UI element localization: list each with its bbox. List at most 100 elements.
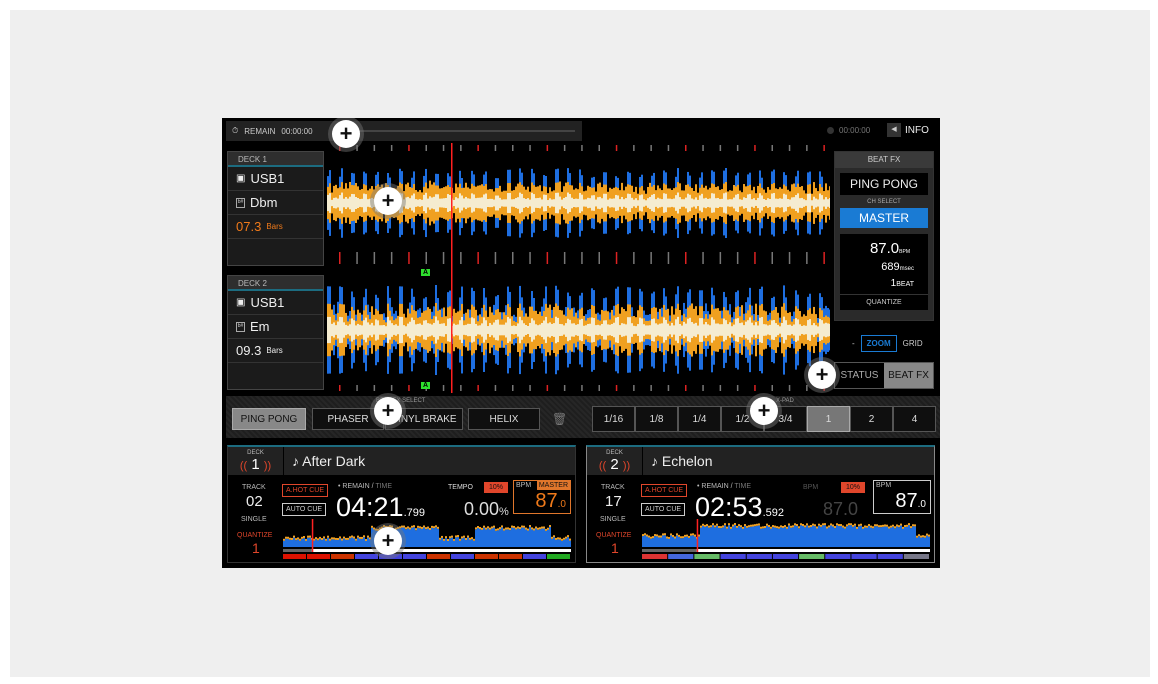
waveform-core xyxy=(503,325,505,336)
overview-waveform[interactable] xyxy=(642,519,932,559)
overview-bar xyxy=(321,540,323,547)
overview-bar xyxy=(658,538,660,547)
waveform-core xyxy=(829,198,830,208)
overview-peak xyxy=(904,525,906,527)
waveform-core xyxy=(593,195,595,211)
overview-peak xyxy=(333,537,335,539)
tempo-range-badge[interactable]: 10% xyxy=(841,482,865,493)
fx-bpm-unit: BPM xyxy=(899,249,910,255)
waveform-core xyxy=(489,323,491,337)
waveform-core xyxy=(411,195,413,210)
trash-icon[interactable]: 🗑 xyxy=(552,412,567,426)
auto-cue-button[interactable]: AUTO CUE xyxy=(641,503,685,516)
overview-peak xyxy=(872,526,874,528)
xpad-button[interactable]: 1 xyxy=(807,406,850,432)
overview-bar xyxy=(650,539,652,547)
overview-bar xyxy=(425,529,427,547)
fx-helix-button[interactable]: HELIX xyxy=(468,408,540,430)
xpad-button[interactable]: 1/16 xyxy=(592,406,635,432)
overview-bar xyxy=(860,526,862,547)
master-badge[interactable]: MASTER xyxy=(537,481,570,490)
xpad-button[interactable]: 4 xyxy=(893,406,936,432)
overview-peak xyxy=(419,526,421,528)
overview-bar xyxy=(890,528,892,547)
overview-bar xyxy=(521,528,523,547)
seek-track[interactable] xyxy=(350,130,575,132)
phrase-segment xyxy=(475,554,498,559)
info-label[interactable]: INFO xyxy=(905,125,929,136)
waveform-core xyxy=(703,198,705,207)
tab-beat-fx[interactable]: BEAT FX xyxy=(884,363,933,388)
waveform-core xyxy=(529,200,531,207)
waveform-core xyxy=(621,323,623,337)
zoom-out-button[interactable]: - xyxy=(852,339,855,348)
waveform-core xyxy=(353,194,355,212)
waveform-core xyxy=(789,325,791,336)
auto-cue-button[interactable]: AUTO CUE xyxy=(282,503,326,516)
beat-tick xyxy=(650,258,652,264)
overview-bar xyxy=(660,538,662,547)
beat-tick xyxy=(806,258,808,264)
overview-peak xyxy=(331,537,333,539)
overview-peak xyxy=(493,526,495,528)
waveform-core xyxy=(665,320,667,340)
overview-bar xyxy=(876,526,878,547)
beat-tick xyxy=(599,252,601,258)
tab-status[interactable]: STATUS xyxy=(835,363,884,388)
waveform-core xyxy=(701,194,703,212)
overview-bar xyxy=(758,525,760,547)
xpad-button[interactable]: 2 xyxy=(850,406,893,432)
waveform-core xyxy=(689,195,691,211)
overview-waveform[interactable] xyxy=(283,519,573,559)
waveform-display[interactable] xyxy=(327,143,830,393)
phrase-segment xyxy=(904,554,929,559)
zoom-button[interactable]: ZOOM xyxy=(861,335,897,352)
xpad-button[interactable]: 1/4 xyxy=(678,406,721,432)
waveform-core xyxy=(561,324,563,336)
overview-bar xyxy=(644,535,646,547)
overview-bar xyxy=(664,535,666,547)
xpad-button[interactable]: 1/8 xyxy=(635,406,678,432)
track-title-text: After Dark xyxy=(302,453,365,469)
view-tabs: STATUS BEAT FX xyxy=(834,362,934,389)
hot-cue-button[interactable]: A.HOT CUE xyxy=(641,484,687,497)
overview-peak xyxy=(293,536,295,538)
waveform-core xyxy=(417,200,419,207)
phrase-segment xyxy=(331,554,354,559)
overview-peak xyxy=(513,526,515,528)
waveform-core xyxy=(367,322,369,337)
beat-tick xyxy=(443,145,445,151)
overview-bar xyxy=(319,539,321,547)
tempo-range-badge[interactable]: 10% xyxy=(484,482,508,493)
overview-peak xyxy=(694,535,696,537)
ch-select-button[interactable]: MASTER xyxy=(840,208,928,228)
grid-button[interactable]: GRID xyxy=(903,339,923,348)
waveform-core xyxy=(513,199,515,207)
fx-ping-pong-button[interactable]: PING PONG xyxy=(232,408,306,430)
overview-peak xyxy=(788,523,790,525)
overview-bar xyxy=(700,528,702,547)
overview-bar xyxy=(734,525,736,547)
overview-bar xyxy=(345,540,347,547)
overview-peak xyxy=(449,536,451,538)
overview-bar xyxy=(431,528,433,547)
overview-peak xyxy=(517,526,519,528)
overview-peak xyxy=(926,534,928,536)
overview-peak xyxy=(437,527,439,529)
beat-tick xyxy=(616,385,618,391)
overview-bar xyxy=(437,529,439,547)
bpm-decimal: .0 xyxy=(558,499,566,510)
waveform-core xyxy=(615,318,617,343)
overview-peak xyxy=(786,527,788,529)
tempo-label: BPM xyxy=(803,484,818,491)
hot-cue-button[interactable]: A.HOT CUE xyxy=(282,484,328,497)
overview-peak xyxy=(714,525,716,527)
overview-bar xyxy=(708,528,710,547)
waveform-core xyxy=(551,324,553,336)
waveform-core xyxy=(825,197,827,209)
waveform-core xyxy=(491,325,493,336)
waveform-core xyxy=(589,324,591,337)
info-toggle-button[interactable]: ◀ xyxy=(887,123,901,137)
waveform-core xyxy=(791,326,793,334)
overview-peak xyxy=(307,536,309,538)
